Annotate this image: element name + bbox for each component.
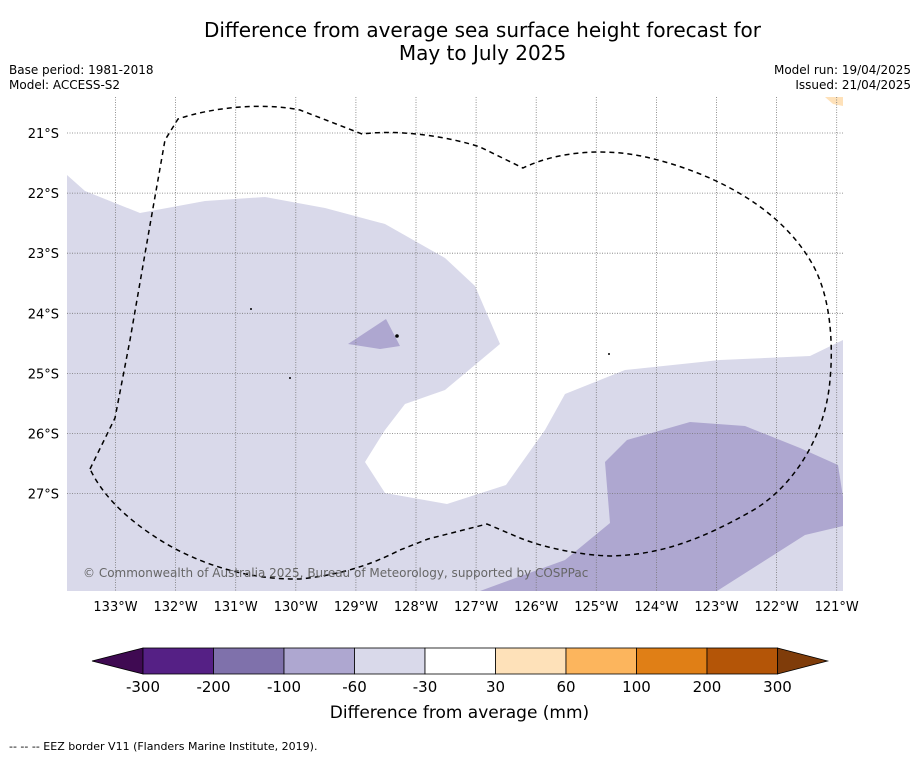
colorbar-segment — [495, 647, 567, 675]
colorbar-segment — [706, 647, 778, 675]
colorbar-tick-label: -30 — [413, 678, 438, 696]
base-period: Base period: 1981-2018 — [9, 63, 154, 77]
islands — [250, 308, 610, 379]
longitude-tick-labels: 133°W 132°W 131°W 130°W 129°W 128°W 127°W 126°W… — [93, 600, 859, 615]
lon-tick-label: 126°W — [514, 600, 558, 615]
lat-tick-label: 27°S — [28, 488, 59, 503]
lon-tick-label: 123°W — [694, 600, 738, 615]
lon-tick-label: 128°W — [394, 600, 438, 615]
colorbar: -300 -200 -100 -60 -30 30 60 100 200 300 — [91, 647, 830, 696]
colorbar-tick-label: -200 — [196, 678, 230, 696]
lon-tick-label: 133°W — [93, 600, 137, 615]
colorbar-segment — [213, 647, 285, 675]
colorbar-extend-low — [91, 647, 144, 675]
colorbar-segment — [565, 647, 637, 675]
lat-tick-label: 23°S — [28, 247, 59, 262]
colorbar-segment — [424, 647, 496, 675]
lon-tick-label: 129°W — [334, 600, 378, 615]
copyright-text: © Commonwealth of Australia 2025, Bureau… — [83, 566, 588, 580]
medium-purple-region-south — [480, 422, 843, 591]
colorbar-segment — [283, 647, 355, 675]
island-dot — [395, 334, 399, 338]
lon-tick-label: 124°W — [634, 600, 678, 615]
colorbar-segment — [142, 647, 214, 675]
light-orange-patch — [825, 97, 843, 106]
colorbar-tick-label: -300 — [126, 678, 160, 696]
lon-tick-label: 125°W — [574, 600, 618, 615]
island-dot — [250, 308, 252, 310]
map-svg: 133°W 132°W 131°W 130°W 129°W 128°W 127°W 126°W… — [28, 97, 859, 696]
colorbar-tick-label: 300 — [763, 678, 792, 696]
island-dot — [289, 377, 291, 379]
colorbar-tick-label: 100 — [622, 678, 651, 696]
colorbar-extend-high — [777, 647, 830, 675]
colorbar-tick-label: 30 — [486, 678, 505, 696]
eez-border — [89, 105, 833, 580]
lat-tick-label: 25°S — [28, 367, 59, 382]
meta-left: Base period: 1981-2018 Model: ACCESS-S2 — [9, 63, 154, 93]
lon-tick-label: 132°W — [154, 600, 198, 615]
latitude-tick-labels: 21°S 22°S 23°S 24°S 25°S 26°S 27°S — [28, 127, 59, 503]
anomaly-shading — [67, 97, 843, 591]
model-run: Model run: 19/04/2025 — [773, 63, 911, 77]
eez-footnote: -- -- -- EEZ border V11 (Flanders Marine… — [9, 740, 318, 753]
title-line-1: Difference from average sea surface heig… — [203, 18, 762, 42]
map-title: Difference from average sea surface heig… — [150, 19, 815, 65]
colorbar-tick-label: 60 — [556, 678, 575, 696]
gridlines — [67, 97, 843, 591]
lon-tick-label: 121°W — [815, 600, 859, 615]
lon-tick-label: 122°W — [755, 600, 799, 615]
lat-tick-label: 24°S — [28, 307, 59, 322]
colorbar-tick-label: 200 — [693, 678, 722, 696]
lat-tick-label: 21°S — [28, 127, 59, 142]
meta-right: Model run: 19/04/2025 Issued: 21/04/2025 — [774, 63, 911, 93]
colorbar-tick-label: -100 — [267, 678, 301, 696]
model-name: Model: ACCESS-S2 — [9, 78, 121, 92]
lat-tick-label: 22°S — [28, 187, 59, 202]
island-dot — [608, 353, 610, 355]
colorbar-tick-label: -60 — [342, 678, 367, 696]
lat-tick-label: 26°S — [28, 428, 59, 443]
lon-tick-label: 127°W — [454, 600, 498, 615]
issued-date: Issued: 21/04/2025 — [795, 78, 911, 92]
lon-tick-label: 130°W — [274, 600, 318, 615]
colorbar-segment — [354, 647, 426, 675]
colorbar-label: Difference from average (mm) — [329, 703, 590, 723]
lon-tick-label: 131°W — [214, 600, 258, 615]
medium-purple-patch-west — [348, 319, 400, 349]
title-line-2: May to July 2025 — [398, 41, 567, 65]
colorbar-segment — [636, 647, 708, 675]
